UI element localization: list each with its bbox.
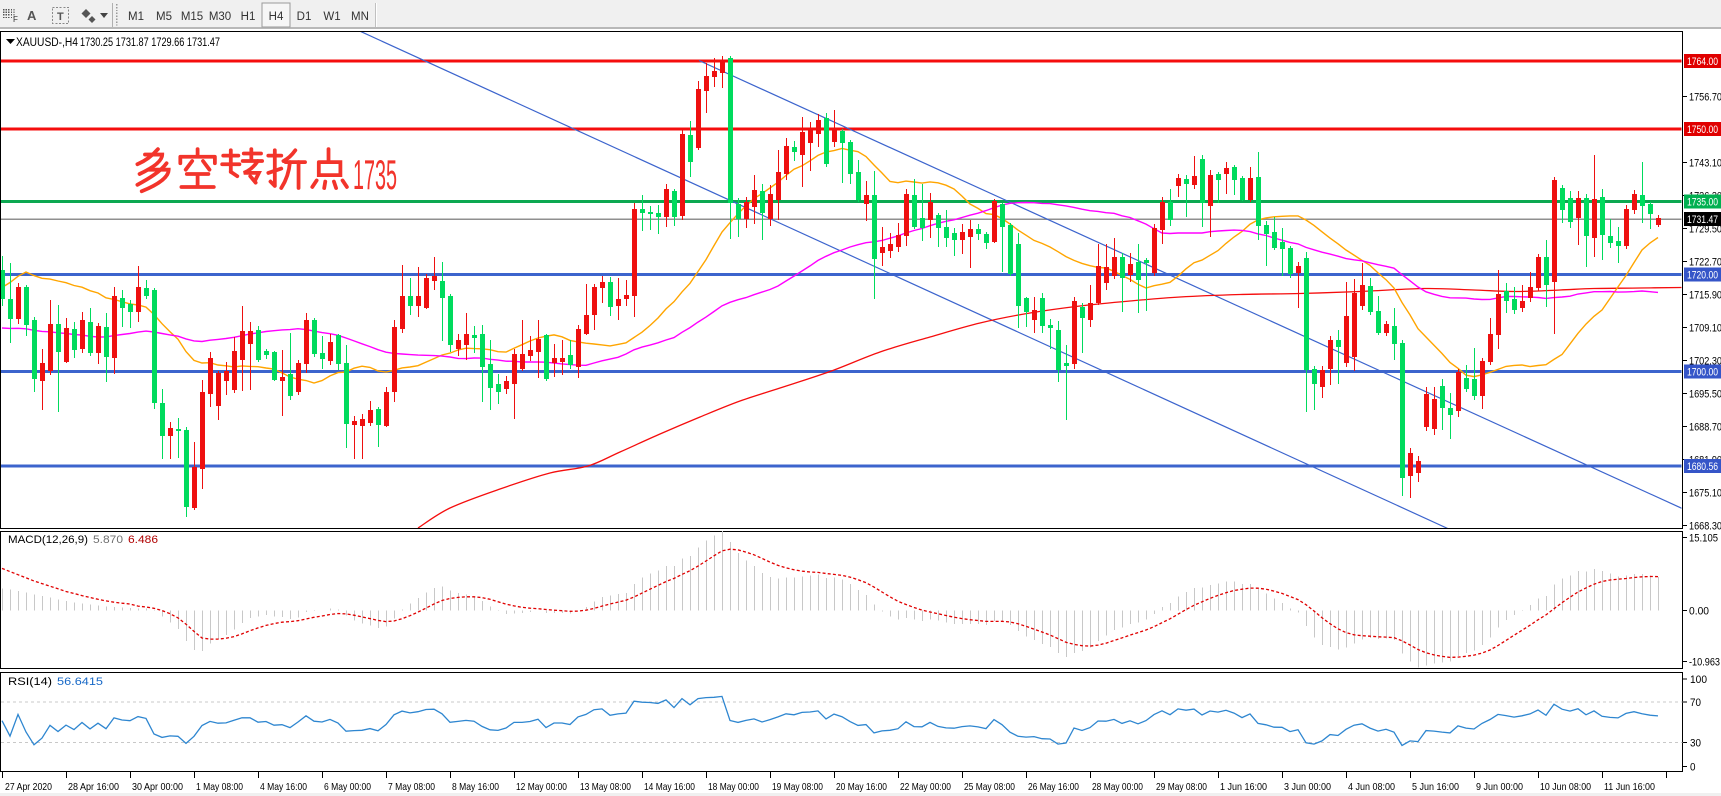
svg-text:1756.70: 1756.70 xyxy=(1689,91,1721,103)
svg-text:1720.00: 1720.00 xyxy=(1687,269,1718,281)
svg-text:4 May 16:00: 4 May 16:00 xyxy=(260,781,307,793)
svg-text:1722.70: 1722.70 xyxy=(1689,256,1721,268)
svg-text:0.00: 0.00 xyxy=(1689,605,1709,617)
svg-text:25 May 08:00: 25 May 08:00 xyxy=(964,781,1015,793)
svg-text:13 May 08:00: 13 May 08:00 xyxy=(580,781,631,793)
svg-text:A: A xyxy=(27,8,37,23)
svg-text:5.870: 5.870 xyxy=(93,534,123,546)
svg-text:1730.25 1731.87 1729.66 1731.4: 1730.25 1731.87 1729.66 1731.47 xyxy=(80,37,220,49)
svg-text:28 Apr 16:00: 28 Apr 16:00 xyxy=(68,781,119,793)
svg-text:T: T xyxy=(57,11,64,23)
svg-text:26 May 16:00: 26 May 16:00 xyxy=(1028,781,1079,793)
svg-text:XAUUSD-,H4: XAUUSD-,H4 xyxy=(16,37,79,49)
svg-text:-10.963: -10.963 xyxy=(1689,657,1720,669)
svg-text:30 Apr 00:00: 30 Apr 00:00 xyxy=(132,781,183,793)
svg-text:22 May 00:00: 22 May 00:00 xyxy=(900,781,951,793)
svg-text:1695.50: 1695.50 xyxy=(1689,389,1721,401)
svg-text:70: 70 xyxy=(1690,697,1701,709)
svg-text:0: 0 xyxy=(1690,762,1696,774)
svg-text:MACD(12,26,9): MACD(12,26,9) xyxy=(8,534,88,546)
svg-text:1702.30: 1702.30 xyxy=(1689,355,1721,367)
svg-text:1735: 1735 xyxy=(353,151,397,198)
svg-text:4 Jun 08:00: 4 Jun 08:00 xyxy=(1348,781,1395,793)
svg-text:D1: D1 xyxy=(297,11,312,23)
svg-text:29 May 08:00: 29 May 08:00 xyxy=(1156,781,1207,793)
svg-text:30: 30 xyxy=(1690,737,1701,749)
svg-text:1700.00: 1700.00 xyxy=(1687,367,1718,379)
svg-text:H4: H4 xyxy=(269,11,284,23)
svg-text:19 May 08:00: 19 May 08:00 xyxy=(772,781,823,793)
svg-text:3 Jun 00:00: 3 Jun 00:00 xyxy=(1284,781,1331,793)
svg-text:27 Apr 2020: 27 Apr 2020 xyxy=(5,781,52,793)
svg-text:1729.50: 1729.50 xyxy=(1689,223,1721,235)
svg-text:28 May 00:00: 28 May 00:00 xyxy=(1092,781,1143,793)
svg-text:1675.10: 1675.10 xyxy=(1689,488,1721,500)
svg-text:1709.10: 1709.10 xyxy=(1689,322,1721,334)
svg-text:1743.10: 1743.10 xyxy=(1689,157,1721,169)
svg-text:M15: M15 xyxy=(181,11,203,23)
svg-text:1731.47: 1731.47 xyxy=(1687,214,1718,226)
svg-text:6.486: 6.486 xyxy=(128,534,158,546)
svg-text:7 May 08:00: 7 May 08:00 xyxy=(388,781,435,793)
svg-text:W1: W1 xyxy=(323,11,340,23)
svg-text:RSI(14): RSI(14) xyxy=(8,676,52,688)
svg-text:9 Jun 00:00: 9 Jun 00:00 xyxy=(1476,781,1523,793)
svg-text:6 May 00:00: 6 May 00:00 xyxy=(324,781,371,793)
svg-text:M30: M30 xyxy=(209,11,231,23)
svg-text:1 May 08:00: 1 May 08:00 xyxy=(196,781,243,793)
svg-text:MN: MN xyxy=(351,11,369,23)
svg-text:1735.00: 1735.00 xyxy=(1687,197,1718,209)
svg-text:M5: M5 xyxy=(156,11,172,23)
svg-text:5 Jun 16:00: 5 Jun 16:00 xyxy=(1412,781,1459,793)
svg-text:M1: M1 xyxy=(128,11,144,23)
svg-text:100: 100 xyxy=(1690,674,1707,686)
svg-text:1 Jun 16:00: 1 Jun 16:00 xyxy=(1220,781,1267,793)
svg-text:1668.30: 1668.30 xyxy=(1689,521,1721,533)
svg-text:F: F xyxy=(13,15,18,24)
svg-text:H1: H1 xyxy=(241,11,256,23)
svg-text:10 Jun 08:00: 10 Jun 08:00 xyxy=(1540,781,1591,793)
svg-text:14 May 16:00: 14 May 16:00 xyxy=(644,781,695,793)
svg-text:20 May 16:00: 20 May 16:00 xyxy=(836,781,887,793)
svg-text:1750.00: 1750.00 xyxy=(1687,124,1718,136)
svg-text:1680.56: 1680.56 xyxy=(1687,461,1718,473)
svg-text:1688.70: 1688.70 xyxy=(1689,422,1721,434)
svg-text:18 May 00:00: 18 May 00:00 xyxy=(708,781,759,793)
svg-text:12 May 00:00: 12 May 00:00 xyxy=(516,781,567,793)
svg-text:15.105: 15.105 xyxy=(1689,533,1718,545)
svg-text:1764.00: 1764.00 xyxy=(1687,56,1718,68)
svg-text:56.6415: 56.6415 xyxy=(57,676,103,688)
svg-text:8 May 16:00: 8 May 16:00 xyxy=(452,781,499,793)
svg-text:1715.90: 1715.90 xyxy=(1689,289,1721,301)
svg-text:11 Jun 16:00: 11 Jun 16:00 xyxy=(1604,781,1655,793)
